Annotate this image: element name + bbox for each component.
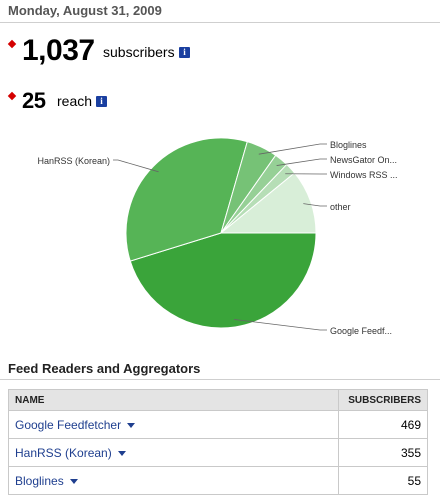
column-header-name[interactable]: NAME: [9, 390, 339, 411]
reach-label: reach: [57, 93, 92, 109]
dropdown-caret-icon[interactable]: [118, 451, 126, 456]
reader-name-cell[interactable]: Bloglines: [9, 467, 339, 495]
pie-slice-label: other: [330, 202, 351, 212]
table-row: Bloglines 55: [9, 467, 428, 495]
leader-line: [113, 160, 159, 172]
section-divider: [0, 379, 440, 380]
info-icon[interactable]: i: [179, 47, 190, 58]
reader-name-cell[interactable]: Google Feedfetcher: [9, 411, 339, 439]
date-header: Monday, August 31, 2009: [0, 0, 440, 23]
feed-readers-pie-chart: Google Feedf... HanRSS (Korean) Bloglines N…: [0, 128, 440, 348]
pie-slice-label: Windows RSS ...: [330, 170, 398, 180]
subscriber-count-cell: 469: [339, 411, 428, 439]
leader-line: [234, 319, 327, 330]
subscribers-count: 1,037: [22, 34, 95, 68]
table-row: Google Feedfetcher 469: [9, 411, 428, 439]
red-bullet-icon: [8, 40, 16, 48]
pie-slice-label: Bloglines: [330, 140, 367, 150]
reach-stat: 25 reach i: [0, 88, 440, 128]
reader-name-link[interactable]: HanRSS (Korean): [15, 446, 112, 460]
table-header-row: NAME SUBSCRIBERS: [9, 390, 428, 411]
pie-slice-label: NewsGator On...: [330, 155, 397, 165]
reach-count: 25: [22, 88, 45, 114]
red-bullet-icon: [8, 92, 16, 100]
reader-name-cell[interactable]: HanRSS (Korean): [9, 439, 339, 467]
info-icon[interactable]: i: [96, 96, 107, 107]
dropdown-caret-icon[interactable]: [70, 479, 78, 484]
pie-slice-label: HanRSS (Korean): [37, 156, 110, 166]
date-label: Monday, August 31, 2009: [8, 3, 162, 18]
leader-line: [259, 144, 327, 154]
reader-name-link[interactable]: Bloglines: [15, 474, 64, 488]
subscribers-label: subscribers: [103, 44, 175, 60]
column-header-subscribers[interactable]: SUBSCRIBERS: [339, 390, 428, 411]
reader-name-link[interactable]: Google Feedfetcher: [15, 418, 121, 432]
pie-slice-label: Google Feedf...: [330, 326, 392, 336]
subscribers-stat: 1,037 subscribers i: [0, 34, 440, 74]
feed-readers-table: NAME SUBSCRIBERS Google Feedfetcher 469 …: [8, 389, 428, 495]
subscriber-count-cell: 355: [339, 439, 428, 467]
table-row: HanRSS (Korean) 355: [9, 439, 428, 467]
section-title: Feed Readers and Aggregators: [8, 361, 200, 376]
dropdown-caret-icon[interactable]: [127, 423, 135, 428]
subscriber-count-cell: 55: [339, 467, 428, 495]
